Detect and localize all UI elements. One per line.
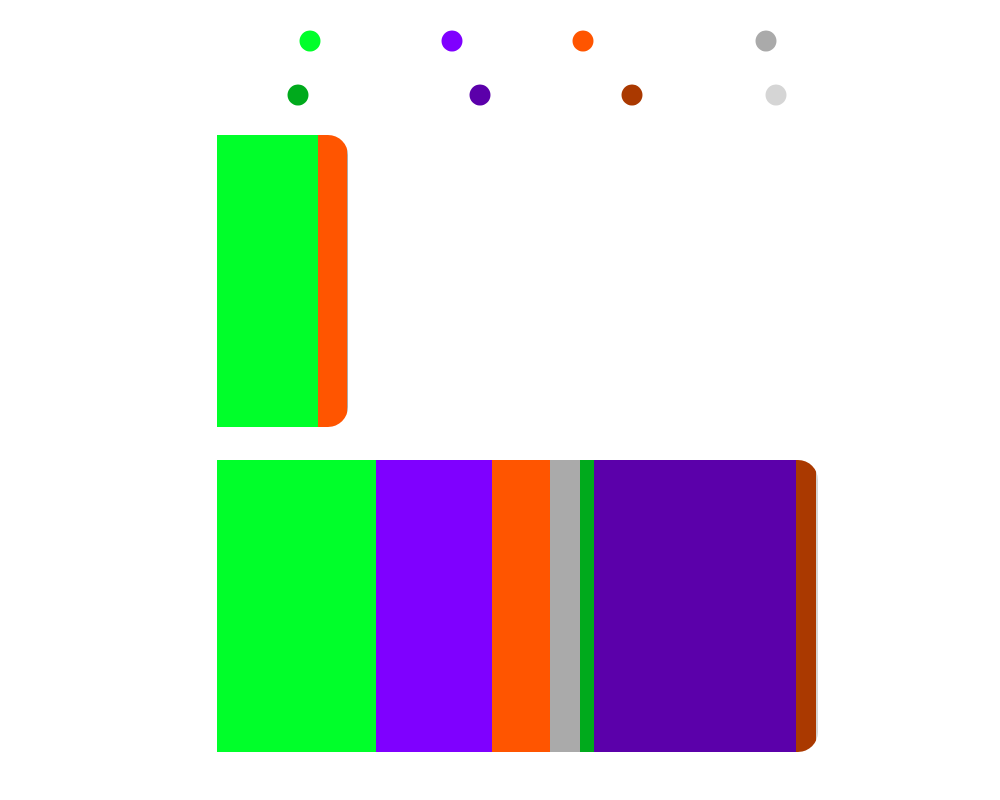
legend-marker-7 [621,84,643,106]
legend-marker-3 [572,30,594,52]
bar-segment-row-2-series-8 [816,460,818,752]
bar-segment-row-2-series-2 [376,460,492,752]
bar-row-2 [217,460,818,752]
bar-segment-row-1-series-3 [318,135,347,427]
legend-marker-5 [287,84,309,106]
bar-segment-row-2-series-1 [217,460,376,752]
plot-area [217,135,818,752]
bar-segment-row-2-series-7 [796,460,816,752]
bar-segment-row-2-series-4 [550,460,580,752]
legend [287,30,787,106]
bar-segment-row-2-series-6 [594,460,796,752]
bar-segment-row-2-series-3 [492,460,550,752]
bar-segment-row-1-series-4 [347,135,348,427]
legend-marker-1 [299,30,321,52]
legend-marker-4 [755,30,777,52]
bar-segment-row-1-series-1 [217,135,318,427]
legend-marker-8 [765,84,787,106]
bar-segment-row-2-series-5 [580,460,594,752]
bar-row-1 [217,135,348,427]
legend-marker-2 [441,30,463,52]
legend-marker-6 [469,84,491,106]
